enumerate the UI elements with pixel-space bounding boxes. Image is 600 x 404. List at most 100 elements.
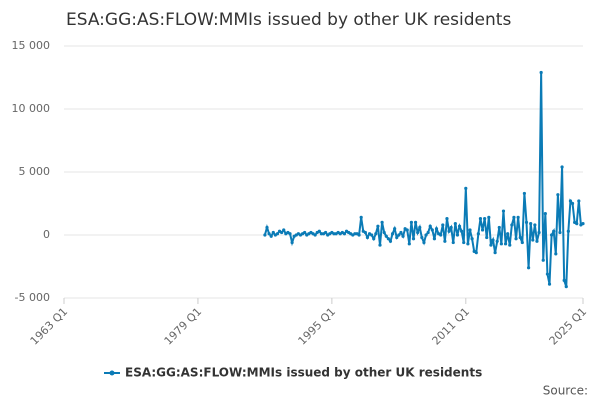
data-point [547, 282, 552, 286]
data-point [466, 242, 470, 246]
data-point [533, 223, 537, 227]
data-point [399, 230, 403, 235]
data-point [529, 222, 533, 226]
series-line [263, 72, 584, 287]
data-point [531, 238, 535, 242]
x-tick-label: 1995 Q1 [296, 305, 339, 348]
data-point [426, 230, 430, 235]
data-point [474, 251, 478, 255]
data-point [545, 272, 550, 276]
data-point [323, 230, 328, 235]
data-point [378, 243, 382, 247]
data-point [263, 233, 267, 237]
data-point [564, 285, 568, 289]
chart-title: ESA:GG:AS:FLOW:MMIs issued by other UK r… [66, 10, 511, 30]
data-point [443, 239, 447, 243]
data-point [280, 230, 284, 235]
data-point [554, 252, 558, 256]
data-point [520, 240, 524, 245]
data-point [271, 230, 275, 235]
data-point [269, 234, 273, 238]
y-tick-label: 0 [43, 228, 50, 241]
data-point [537, 230, 541, 235]
data-point [374, 232, 378, 236]
data-point [395, 235, 399, 240]
data-point [397, 233, 401, 237]
data-point [460, 229, 464, 233]
y-tick-label: 5 000 [19, 165, 51, 178]
data-point [357, 233, 361, 237]
data-point [317, 229, 321, 233]
data-point [470, 237, 474, 241]
data-point [552, 229, 556, 233]
data-point [405, 228, 409, 232]
data-point [376, 224, 380, 228]
data-point [407, 242, 411, 246]
data-point [393, 227, 397, 231]
data-point [478, 217, 483, 221]
data-point [483, 217, 487, 221]
data-point [288, 232, 292, 236]
legend-label: ESA:GG:AS:FLOW:MMIs issued by other UK r… [125, 366, 482, 380]
data-point [577, 199, 581, 203]
data-point [464, 186, 468, 190]
data-point [451, 240, 455, 245]
data-point [524, 220, 529, 224]
data-point [365, 235, 370, 240]
y-tick-label: 15 000 [12, 39, 51, 52]
data-point [510, 223, 514, 227]
data-point [543, 211, 547, 216]
x-tick-label: 2025 Q1 [547, 305, 590, 348]
data-point [290, 240, 294, 245]
data-point [489, 243, 493, 247]
data-point [445, 217, 449, 221]
data-point [416, 230, 420, 235]
data-point [539, 70, 543, 75]
data-point [522, 191, 527, 196]
data-point [499, 242, 503, 246]
data-point [413, 220, 418, 224]
data-point [418, 225, 422, 230]
data-point [363, 230, 367, 235]
data-point [518, 235, 522, 240]
data-point [501, 209, 506, 213]
data-point [275, 232, 280, 236]
y-tick-label: -5 000 [15, 291, 50, 304]
x-tick-label: 1979 Q1 [162, 305, 205, 348]
data-point [455, 233, 460, 237]
x-tick-label: 1963 Q1 [28, 305, 71, 348]
x-tick-label: 2011 Q1 [430, 305, 473, 348]
data-point [420, 235, 424, 240]
data-point [556, 193, 560, 197]
data-point [434, 227, 439, 231]
data-point [432, 237, 437, 241]
data-point [514, 237, 518, 241]
data-point [439, 233, 443, 237]
data-point [575, 222, 579, 226]
data-point [422, 240, 426, 245]
data-point [441, 223, 445, 227]
data-point [568, 199, 573, 203]
data-point [359, 215, 363, 219]
data-point [430, 228, 434, 232]
data-point [562, 278, 566, 282]
data-point [570, 201, 575, 206]
data-point [493, 251, 497, 255]
data-point [462, 240, 466, 245]
data-point [516, 215, 520, 219]
data-point [303, 230, 307, 235]
data-point [495, 239, 499, 243]
y-tick-label: 10 000 [12, 102, 51, 115]
data-point [468, 228, 472, 232]
data-point [487, 215, 491, 219]
data-point [476, 232, 480, 236]
data-point [550, 233, 554, 237]
data-point [411, 237, 416, 241]
data-point [388, 239, 393, 243]
data-point [401, 234, 405, 238]
data-point [447, 229, 451, 233]
data-point [506, 232, 510, 236]
data-point [503, 242, 508, 246]
data-point [535, 239, 539, 243]
